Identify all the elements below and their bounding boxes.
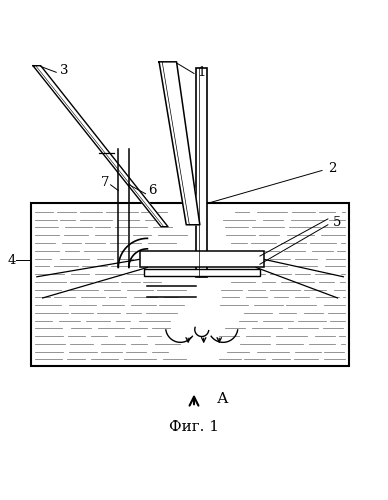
Text: 5: 5 [333,216,341,228]
Bar [31,204,349,366]
Text: 3: 3 [60,64,69,77]
Text: 2: 2 [328,162,336,175]
Bar [140,251,264,268]
Bar [196,68,207,277]
Text: 1: 1 [198,66,206,79]
Text: 4: 4 [7,254,16,267]
Text: 6: 6 [149,184,157,197]
Bar [144,270,260,276]
Text: 7: 7 [100,176,109,188]
Polygon shape [33,66,168,226]
Text: А: А [217,392,229,406]
Polygon shape [159,62,200,225]
Text: Фиг. 1: Фиг. 1 [169,420,219,434]
